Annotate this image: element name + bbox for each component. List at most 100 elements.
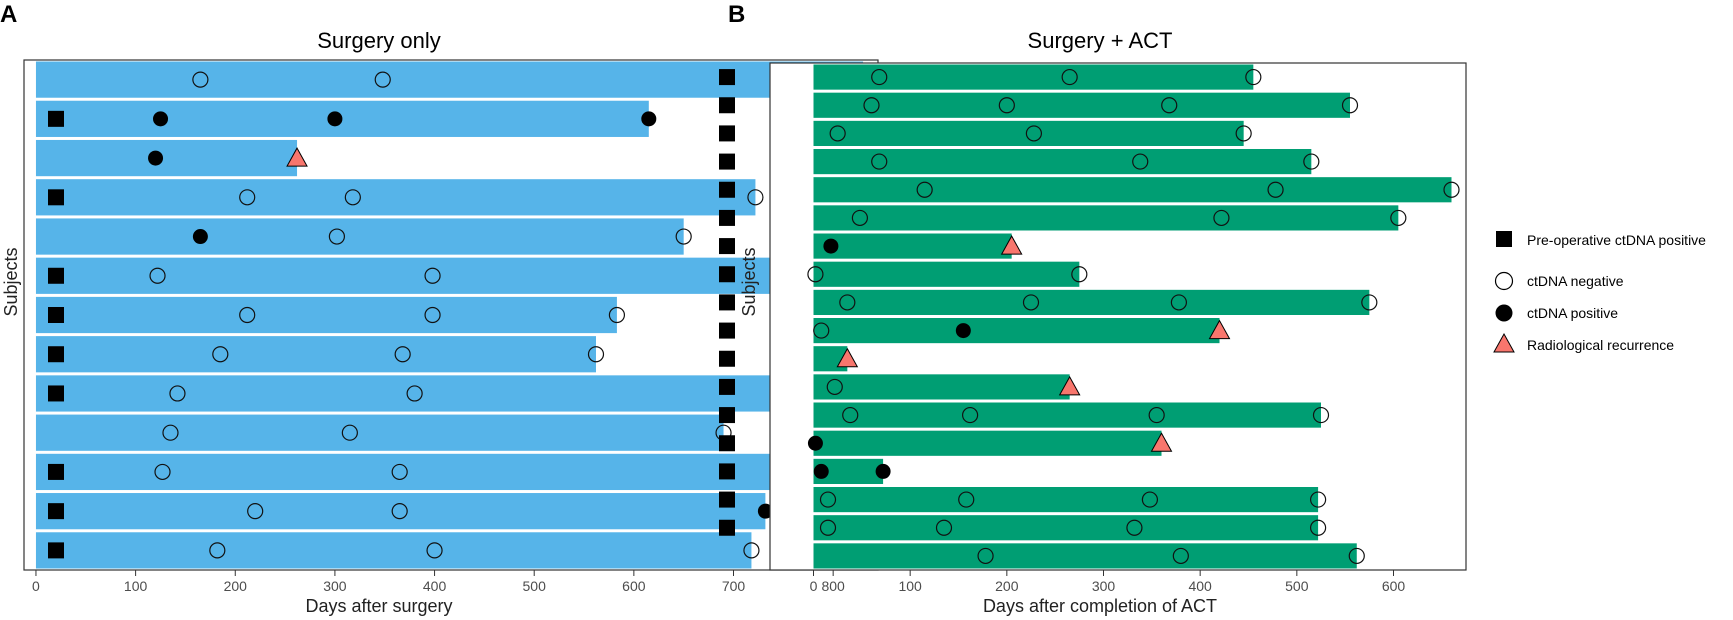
preop-positive-marker: [719, 378, 735, 395]
preop-positive-marker: [48, 542, 64, 559]
x-tick-label: 700: [722, 578, 746, 594]
subject-bar: [813, 543, 1357, 569]
ctdna-negative-point: [374, 71, 391, 88]
panel-a-y-axis-label: Subjects: [1, 247, 21, 316]
recurrence-marker: [1058, 375, 1081, 396]
legend-triangle-icon: [1493, 332, 1515, 353]
preop-positive-marker: [719, 153, 735, 170]
ctdna-negative-point: [743, 542, 760, 559]
panel-a-x-ticks: 0 100 200 300 400 500 600 700 800: [32, 570, 845, 594]
ctdna-negative-point: [1312, 406, 1330, 424]
ctdna-positive-point: [148, 150, 164, 166]
ctdna-negative-point: [1022, 294, 1040, 311]
ctdna-negative-point: [871, 68, 888, 86]
ctdna-negative-point: [239, 306, 256, 324]
x-tick-label: 0: [810, 578, 818, 594]
ctdna-negative-point: [212, 346, 229, 363]
ctdna-negative-point: [958, 491, 975, 508]
x-tick-label: 600: [1382, 578, 1406, 594]
ctdna-negative-point: [1303, 153, 1320, 170]
ctdna-negative-point: [1267, 181, 1284, 198]
ctdna-negative-point: [1025, 125, 1043, 142]
ctdna-negative-point: [977, 547, 994, 565]
ctdna-negative-point: [916, 181, 933, 198]
ctdna-negative-point: [1213, 209, 1230, 227]
x-tick-label: 500: [523, 578, 547, 594]
ctdna-negative-point: [247, 503, 264, 520]
subject-bar: [813, 64, 1254, 90]
preop-positive-marker: [719, 350, 735, 367]
ctdna-negative-point: [1172, 547, 1189, 565]
subject-bar: [35, 296, 617, 334]
subject-bar: [35, 139, 298, 177]
ctdna-negative-point: [1141, 491, 1159, 508]
preop-positive-marker: [48, 267, 64, 284]
ctdna-negative-point: [209, 542, 226, 559]
subject-bar: [813, 205, 1399, 231]
recurrence-marker: [1208, 319, 1231, 340]
ctdna-negative-point: [1309, 491, 1327, 508]
ctdna-positive-point: [192, 229, 208, 245]
preop-positive-marker: [719, 97, 735, 114]
preop-positive-marker: [48, 463, 64, 480]
legend-label-positive: ctDNA positive: [1527, 305, 1618, 321]
panel-a-letter: A: [0, 1, 17, 28]
ctdna-negative-point: [587, 346, 605, 363]
ctdna-negative-point: [842, 406, 859, 424]
ctdna-negative-point: [961, 406, 979, 424]
panel-a: A Surgery only 0 100 200 300 400 500 600 700 800…: [0, 1, 879, 616]
ctdna-negative-point: [426, 542, 443, 559]
panel-b-plot-area: [769, 62, 1467, 571]
ctdna-positive-point: [641, 111, 657, 127]
legend-label-negative: ctDNA negative: [1527, 273, 1624, 289]
legend-label-recurrence: Radiological recurrence: [1527, 337, 1674, 353]
ctdna-negative-point: [424, 267, 441, 284]
subject-bar: [813, 177, 1452, 203]
ctdna-negative-point: [807, 266, 824, 283]
x-tick-label: 200: [995, 578, 1019, 594]
x-tick-label: 300: [1092, 578, 1116, 594]
subject-bar: [813, 92, 1350, 118]
ctdna-positive-point: [823, 238, 839, 254]
subject-bar: [813, 289, 1370, 315]
preop-positive-marker: [48, 503, 64, 520]
ctdna-negative-point: [344, 189, 361, 206]
ctdna-negative-point: [1132, 153, 1149, 170]
subject-bar: [813, 515, 1319, 541]
panel-b-x-ticks: 0 100 200 300 400 500 600: [810, 570, 1406, 594]
preop-positive-marker: [719, 322, 735, 339]
x-tick-label: 400: [1188, 578, 1212, 594]
subject-bar: [813, 402, 1321, 428]
ctdna-negative-point: [391, 503, 408, 520]
ctdna-positive-point: [955, 323, 971, 339]
subject-bar: [813, 487, 1319, 513]
ctdna-negative-point: [192, 71, 209, 88]
recurrence-marker: [286, 147, 308, 167]
ctdna-negative-point: [154, 463, 171, 481]
ctdna-negative-point: [1071, 266, 1088, 283]
x-tick-label: 500: [1285, 578, 1309, 594]
x-tick-label: 800: [821, 578, 845, 594]
ctdna-negative-point: [998, 97, 1015, 114]
ctdna-negative-point: [149, 267, 166, 284]
ctdna-negative-point: [239, 189, 256, 206]
ctdna-negative-point: [406, 385, 423, 402]
recurrence-marker: [1000, 235, 1023, 255]
ctdna-negative-point: [608, 306, 626, 324]
subject-bar: [35, 414, 724, 451]
legend: Pre-operative ctDNA positive ctDNA negat…: [1493, 231, 1706, 353]
ctdna-negative-point: [675, 228, 692, 245]
ctdna-negative-point: [1235, 125, 1252, 142]
preop-positive-marker: [719, 407, 735, 424]
legend-label-preop: Pre-operative ctDNA positive: [1527, 232, 1706, 248]
preop-positive-marker: [719, 294, 735, 311]
x-tick-label: 200: [224, 578, 248, 594]
subject-bar: [813, 149, 1312, 175]
legend-open-circle-icon: [1494, 271, 1514, 291]
subject-bar: [35, 218, 684, 255]
ctdna-negative-point: [1061, 68, 1078, 86]
preop-positive-marker: [719, 491, 735, 508]
preop-positive-marker: [48, 189, 64, 206]
subject-bar: [813, 374, 1070, 400]
panel-b-letter: B: [728, 1, 745, 28]
